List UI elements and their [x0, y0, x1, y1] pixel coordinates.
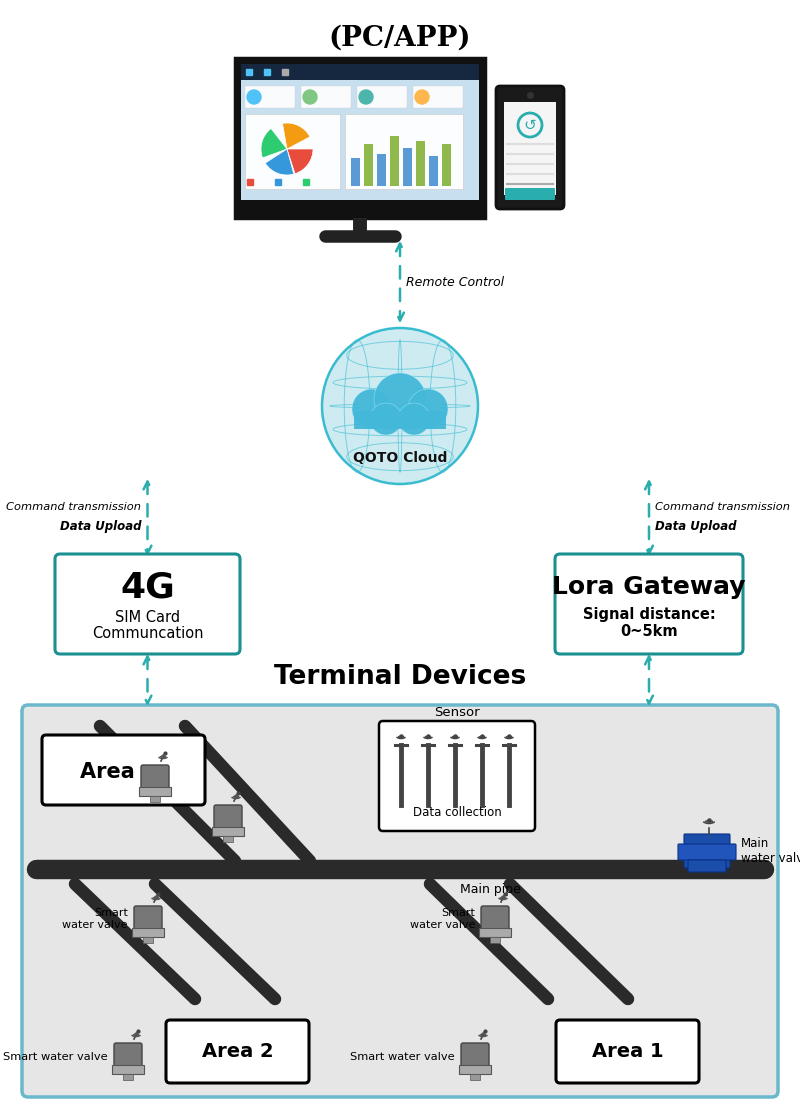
FancyBboxPatch shape	[150, 796, 160, 802]
Circle shape	[359, 90, 373, 104]
FancyBboxPatch shape	[345, 114, 463, 189]
FancyBboxPatch shape	[470, 1074, 480, 1079]
FancyBboxPatch shape	[245, 114, 340, 189]
Text: Area 2: Area 2	[202, 1042, 274, 1061]
FancyBboxPatch shape	[143, 937, 153, 943]
Text: Smart
water valve: Smart water valve	[410, 908, 475, 930]
FancyBboxPatch shape	[112, 1065, 144, 1074]
Circle shape	[247, 90, 261, 104]
FancyBboxPatch shape	[684, 834, 730, 868]
FancyBboxPatch shape	[132, 928, 164, 937]
Text: ↺: ↺	[524, 117, 536, 133]
FancyBboxPatch shape	[678, 844, 736, 860]
Text: Command transmission: Command transmission	[6, 501, 142, 511]
FancyBboxPatch shape	[212, 827, 244, 836]
FancyBboxPatch shape	[416, 140, 425, 186]
FancyBboxPatch shape	[55, 554, 240, 654]
Text: Signal distance:: Signal distance:	[582, 607, 715, 623]
FancyBboxPatch shape	[479, 928, 511, 937]
Text: Area 1: Area 1	[592, 1042, 663, 1061]
Circle shape	[398, 403, 430, 435]
FancyBboxPatch shape	[241, 64, 479, 200]
Text: Sensor: Sensor	[434, 707, 480, 720]
FancyBboxPatch shape	[688, 860, 726, 872]
FancyBboxPatch shape	[442, 144, 451, 186]
Wedge shape	[287, 149, 313, 174]
FancyBboxPatch shape	[490, 937, 500, 943]
FancyBboxPatch shape	[354, 411, 446, 429]
FancyBboxPatch shape	[461, 1043, 489, 1067]
Text: 0~5km: 0~5km	[620, 624, 678, 638]
FancyBboxPatch shape	[141, 765, 169, 789]
Circle shape	[415, 90, 429, 104]
FancyBboxPatch shape	[214, 805, 242, 830]
FancyBboxPatch shape	[377, 154, 386, 186]
FancyBboxPatch shape	[555, 554, 743, 654]
FancyBboxPatch shape	[351, 158, 360, 186]
Text: Data collection: Data collection	[413, 806, 502, 820]
FancyBboxPatch shape	[459, 1065, 491, 1074]
FancyBboxPatch shape	[504, 102, 556, 195]
Text: Remote Control: Remote Control	[406, 275, 504, 289]
FancyBboxPatch shape	[223, 836, 233, 842]
FancyBboxPatch shape	[134, 906, 162, 930]
FancyBboxPatch shape	[235, 58, 485, 218]
FancyBboxPatch shape	[42, 735, 205, 805]
Text: Main pipe: Main pipe	[459, 883, 521, 896]
FancyBboxPatch shape	[22, 705, 778, 1097]
Text: Main
water valve: Main water valve	[741, 837, 800, 865]
Text: Lora Gateway: Lora Gateway	[552, 575, 746, 599]
FancyBboxPatch shape	[245, 86, 295, 108]
Wedge shape	[265, 149, 294, 175]
Text: Area ...: Area ...	[80, 762, 166, 782]
FancyBboxPatch shape	[241, 64, 479, 80]
Circle shape	[303, 90, 317, 104]
Text: Smart
water valve: Smart water valve	[62, 908, 128, 930]
FancyBboxPatch shape	[556, 1020, 699, 1083]
Text: 4G: 4G	[120, 570, 175, 604]
FancyBboxPatch shape	[429, 156, 438, 186]
Circle shape	[370, 403, 402, 435]
Wedge shape	[261, 128, 287, 158]
Text: SIM Card: SIM Card	[115, 609, 180, 625]
Text: QOTO Cloud: QOTO Cloud	[353, 451, 447, 465]
FancyBboxPatch shape	[379, 721, 535, 831]
FancyBboxPatch shape	[114, 1043, 142, 1067]
Text: (PC/APP): (PC/APP)	[329, 24, 471, 52]
FancyBboxPatch shape	[390, 136, 399, 186]
FancyBboxPatch shape	[364, 144, 373, 186]
FancyBboxPatch shape	[166, 1020, 309, 1083]
FancyBboxPatch shape	[357, 86, 407, 108]
FancyBboxPatch shape	[505, 188, 555, 200]
Text: Data Upload: Data Upload	[655, 520, 737, 533]
FancyBboxPatch shape	[496, 86, 564, 209]
Wedge shape	[282, 123, 310, 149]
FancyBboxPatch shape	[413, 86, 463, 108]
Circle shape	[408, 389, 448, 429]
FancyBboxPatch shape	[123, 1074, 133, 1079]
Circle shape	[322, 328, 478, 484]
Text: Command transmission: Command transmission	[655, 501, 790, 511]
Text: Terminal Devices: Terminal Devices	[274, 664, 526, 690]
FancyBboxPatch shape	[481, 906, 509, 930]
FancyBboxPatch shape	[403, 148, 412, 186]
Circle shape	[352, 389, 392, 429]
Text: Smart water valve: Smart water valve	[3, 1052, 108, 1062]
Text: Communcation: Communcation	[92, 626, 203, 640]
FancyBboxPatch shape	[139, 787, 171, 796]
FancyBboxPatch shape	[301, 86, 351, 108]
Text: Data Upload: Data Upload	[60, 520, 142, 533]
Circle shape	[374, 373, 426, 425]
Text: Smart water valve: Smart water valve	[350, 1052, 455, 1062]
